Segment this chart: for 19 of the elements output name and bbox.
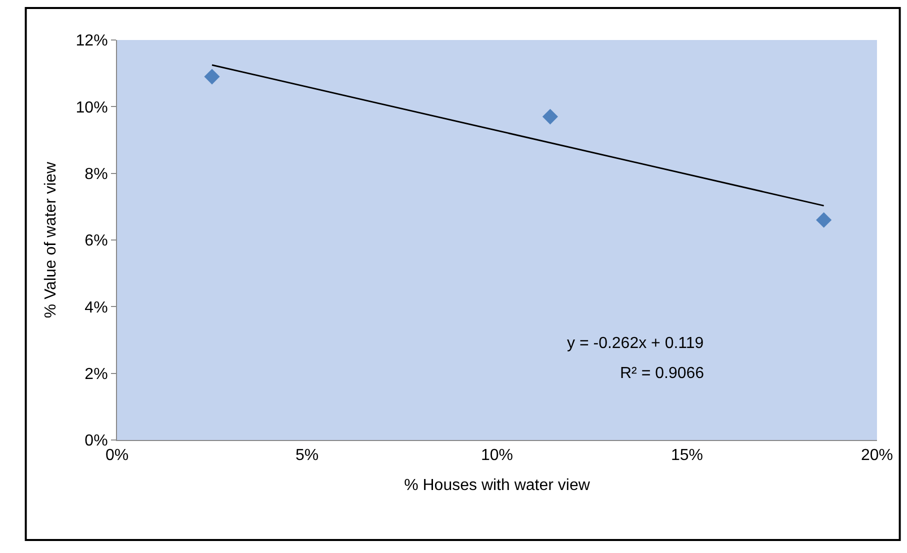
y-axis-title: % Value of water view [42, 161, 60, 318]
y-tick-label: 2% [84, 366, 108, 383]
point [542, 108, 558, 124]
point [204, 68, 220, 84]
x-tick-label: 20% [860, 447, 894, 464]
annotation: R² = 0.9066 [620, 365, 704, 382]
x-tick-label: 5% [295, 447, 319, 464]
y-tick-label: 8% [84, 166, 108, 183]
y-tick-label: 0% [84, 432, 108, 450]
y-tick-label: 4% [84, 299, 108, 316]
y-tick-label: 12% [76, 32, 108, 50]
x-tick-label: 0% [105, 447, 129, 464]
y-tick-label: 10% [76, 99, 108, 116]
y-tick-label: 6% [84, 232, 108, 250]
point [816, 212, 832, 228]
x-axis-title: % Houses with water view [404, 476, 590, 494]
annotation: y = -0.262x + 0.119 [567, 335, 704, 352]
x-tick-label: 15% [670, 447, 704, 464]
x-tick-label: 10% [480, 447, 514, 464]
